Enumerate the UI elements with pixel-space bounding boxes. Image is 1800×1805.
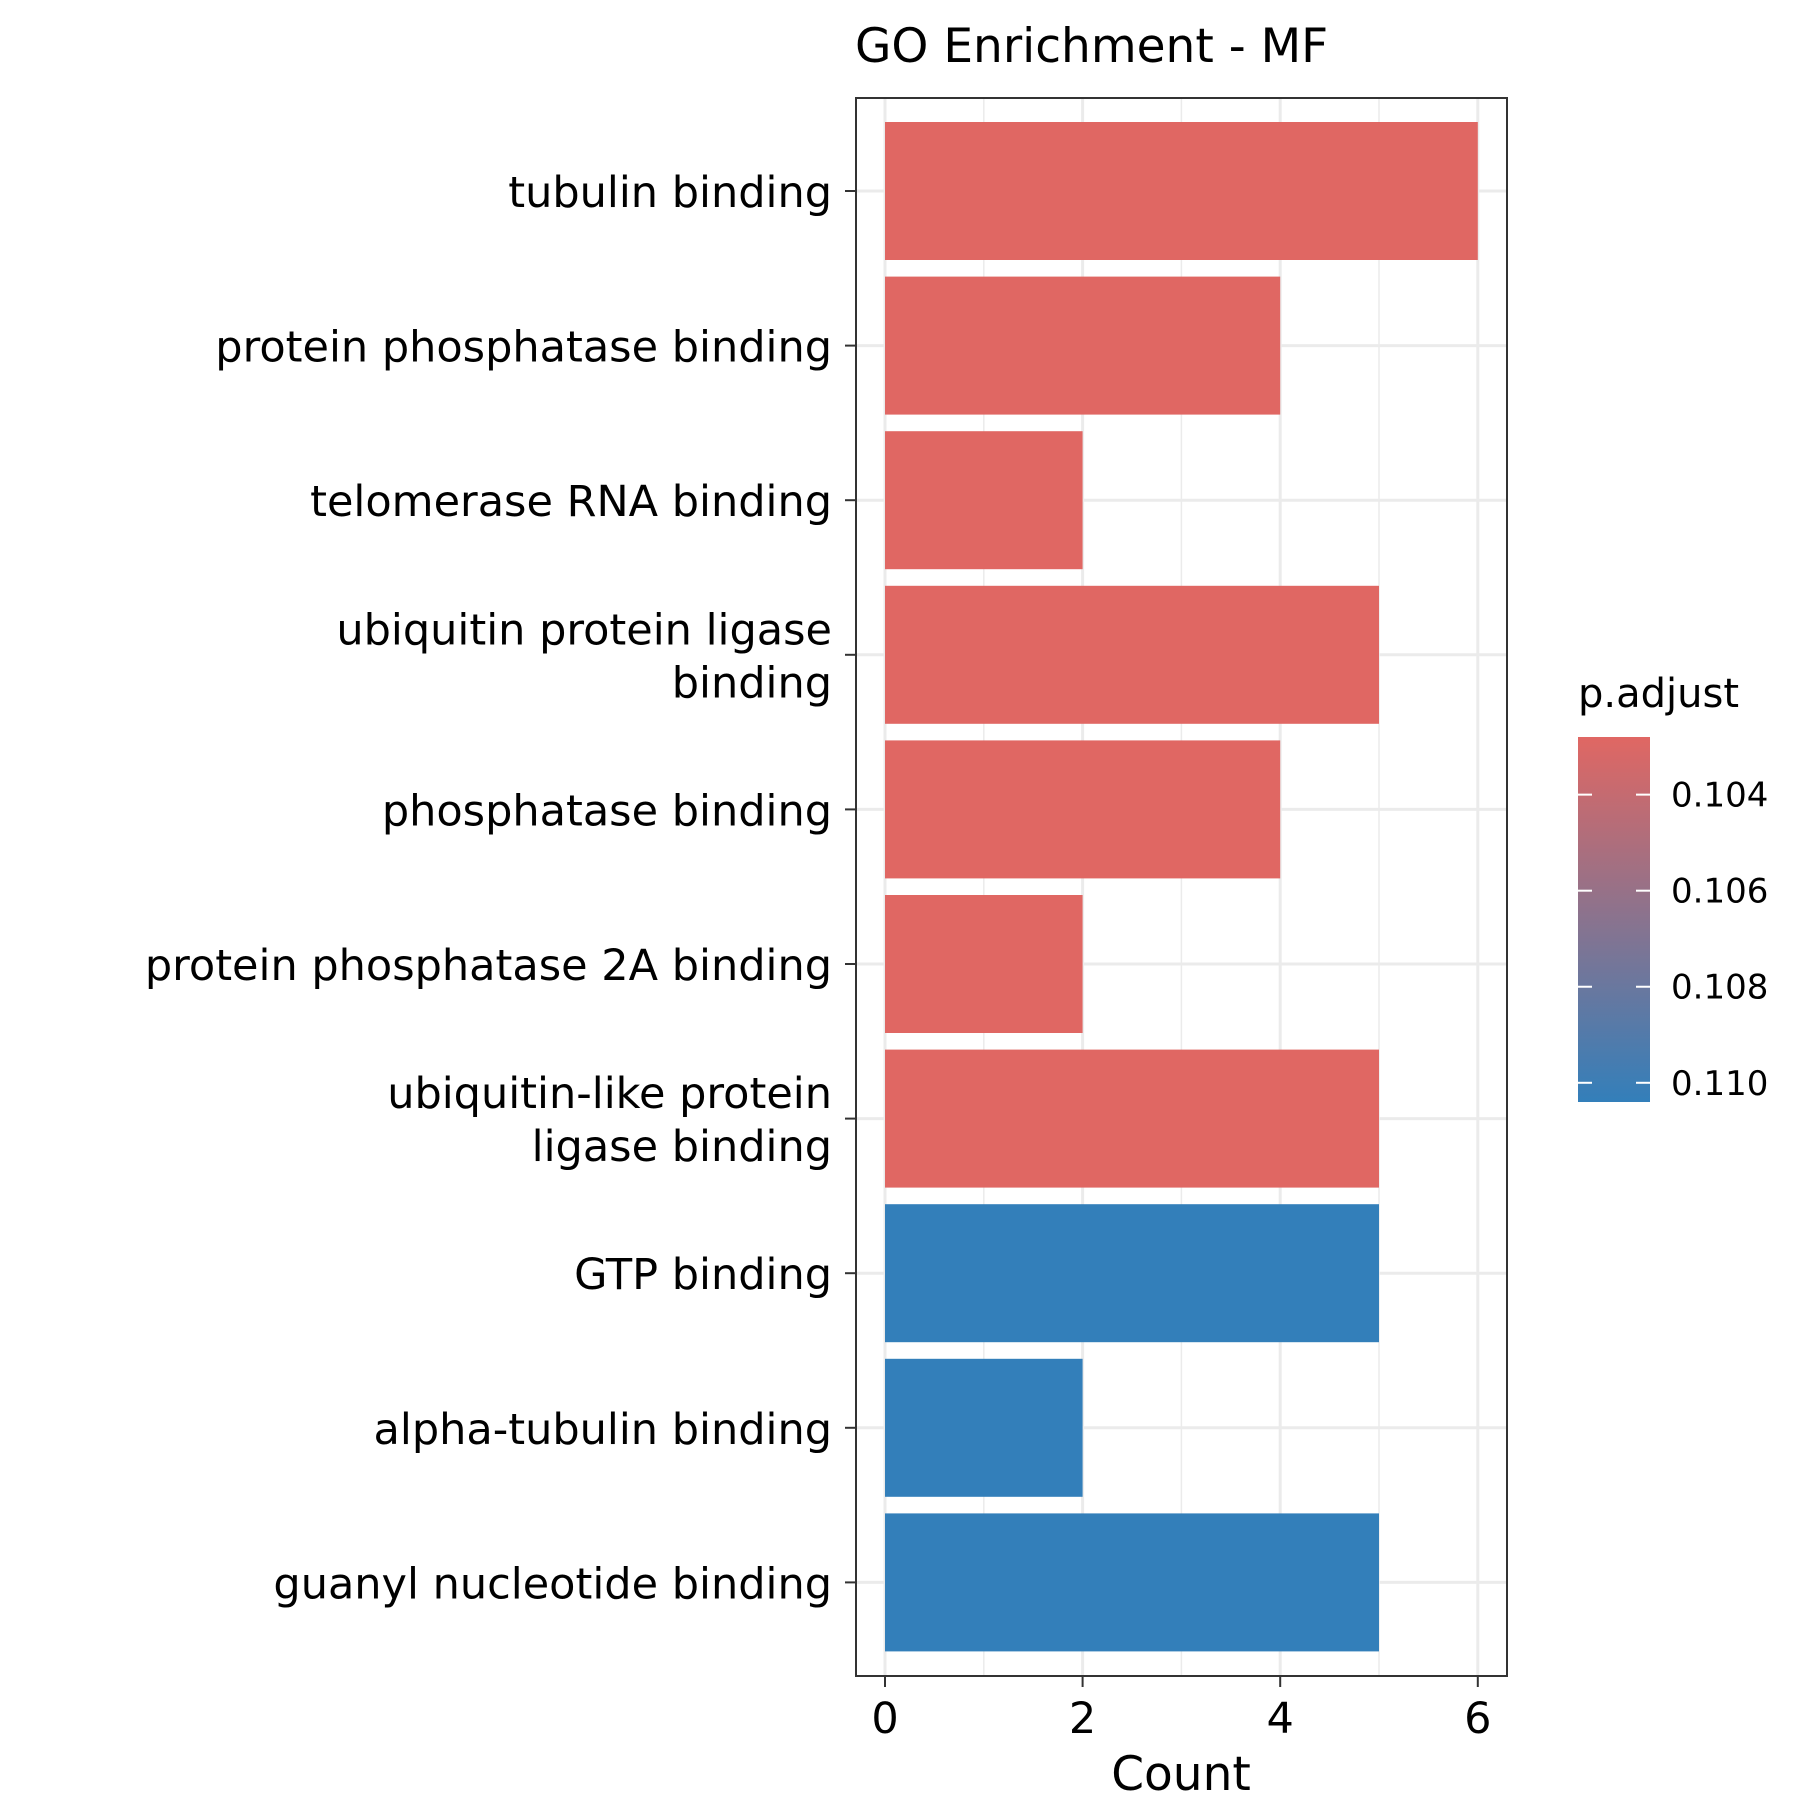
y-tick-label: ubiquitin-like protein xyxy=(387,1069,832,1119)
bar xyxy=(885,1204,1379,1343)
bar xyxy=(885,431,1083,570)
legend-tick-label: 0.108 xyxy=(1671,968,1768,1008)
y-tick-label: binding xyxy=(672,658,832,708)
x-tick-label: 0 xyxy=(871,1694,898,1744)
chart-title: GO Enrichment - MF xyxy=(855,19,1328,74)
legend-colorbar xyxy=(1578,737,1650,1102)
x-tick-label: 2 xyxy=(1069,1694,1096,1744)
y-tick-label: ligase binding xyxy=(532,1122,832,1172)
plot-border xyxy=(855,97,1508,1677)
y-tick-label: protein phosphatase 2A binding xyxy=(145,941,832,991)
bar xyxy=(885,1358,1083,1497)
y-tick-label: GTP binding xyxy=(574,1250,832,1300)
bar xyxy=(885,740,1281,879)
color-legend: p.adjust 0.104 0.106 0.108 0.110 xyxy=(1578,671,1768,1104)
y-tick-label: phosphatase binding xyxy=(382,786,832,836)
bar xyxy=(885,895,1083,1033)
legend-tick-label: 0.110 xyxy=(1671,1064,1768,1104)
x-tick-label: 4 xyxy=(1267,1694,1294,1744)
y-tick-label: guanyl nucleotide binding xyxy=(273,1559,832,1609)
x-tick-label: 6 xyxy=(1464,1694,1491,1744)
y-tick-label: tubulin binding xyxy=(508,168,832,218)
y-tick-label: protein phosphatase binding xyxy=(215,323,832,373)
y-tick-label: ubiquitin protein ligase xyxy=(336,605,832,655)
y-tick-label: alpha-tubulin binding xyxy=(374,1405,832,1455)
x-axis-label: Count xyxy=(1111,1747,1251,1800)
bar-layer xyxy=(885,122,1478,1652)
x-axis: 0 2 4 6 xyxy=(871,1676,1491,1744)
bar xyxy=(885,585,1379,724)
bar xyxy=(885,1049,1379,1188)
bar xyxy=(885,1513,1379,1652)
legend-title: p.adjust xyxy=(1578,671,1739,717)
y-tick-label: telomerase RNA binding xyxy=(310,477,832,527)
bar xyxy=(885,122,1478,260)
bar xyxy=(885,276,1281,415)
y-axis: tubulin binding protein phosphatase bindi… xyxy=(145,168,856,1609)
legend-tick-label: 0.106 xyxy=(1671,872,1768,912)
legend-tick-label: 0.104 xyxy=(1671,776,1768,816)
